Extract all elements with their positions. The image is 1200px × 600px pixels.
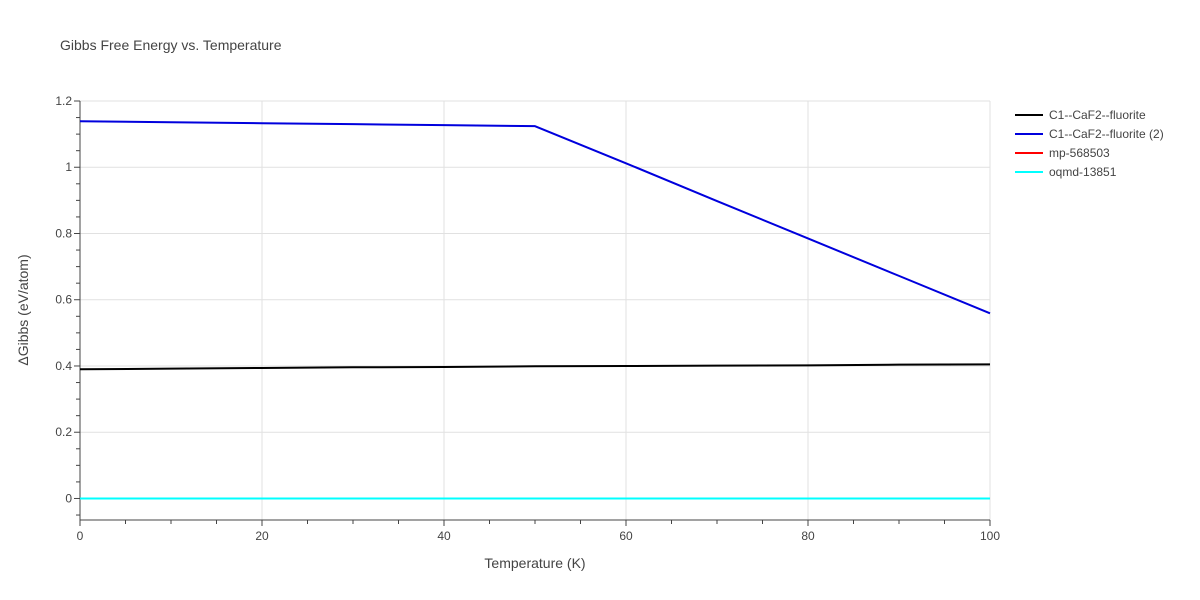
y-tick-label: 0.6 xyxy=(55,293,72,307)
legend-label: oqmd-13851 xyxy=(1049,165,1117,179)
y-tick-label: 1.2 xyxy=(55,94,72,108)
legend-label: mp-568503 xyxy=(1049,146,1110,160)
series-line-1 xyxy=(79,363,991,371)
y-tick-label: 1 xyxy=(65,160,72,174)
x-tick-label: 20 xyxy=(255,529,269,543)
x-tick-label: 0 xyxy=(77,529,84,543)
legend-label: C1--CaF2--fluorite xyxy=(1049,108,1146,122)
y-tick-label: 0.4 xyxy=(55,359,72,373)
legend-label: C1--CaF2--fluorite (2) xyxy=(1049,127,1164,141)
x-tick-label: 80 xyxy=(801,529,815,543)
x-tick-label: 60 xyxy=(619,529,633,543)
grid xyxy=(79,100,991,520)
y-axis-ticks: 0 0.2 0.4 0.6 0.8 1 1.2 xyxy=(55,94,72,505)
legend: C1--CaF2--fluorite C1--CaF2--fluorite (2)… xyxy=(1015,108,1164,179)
chart-title: Gibbs Free Energy vs. Temperature xyxy=(60,37,282,53)
x-axis-ticks: 0 20 40 60 80 100 xyxy=(77,529,1001,543)
y-tick-label: 0 xyxy=(65,491,72,505)
y-tick-label: 0.2 xyxy=(55,425,72,439)
x-tick-label: 100 xyxy=(980,529,1000,543)
series-line-2 xyxy=(79,120,991,315)
y-tick-label: 0.8 xyxy=(55,226,72,240)
x-tick-label: 40 xyxy=(437,529,451,543)
y-axis-title: ΔGibbs (eV/atom) xyxy=(15,254,31,365)
axes xyxy=(74,100,991,526)
x-axis-title: Temperature (K) xyxy=(484,555,585,571)
series-lines xyxy=(79,120,991,500)
